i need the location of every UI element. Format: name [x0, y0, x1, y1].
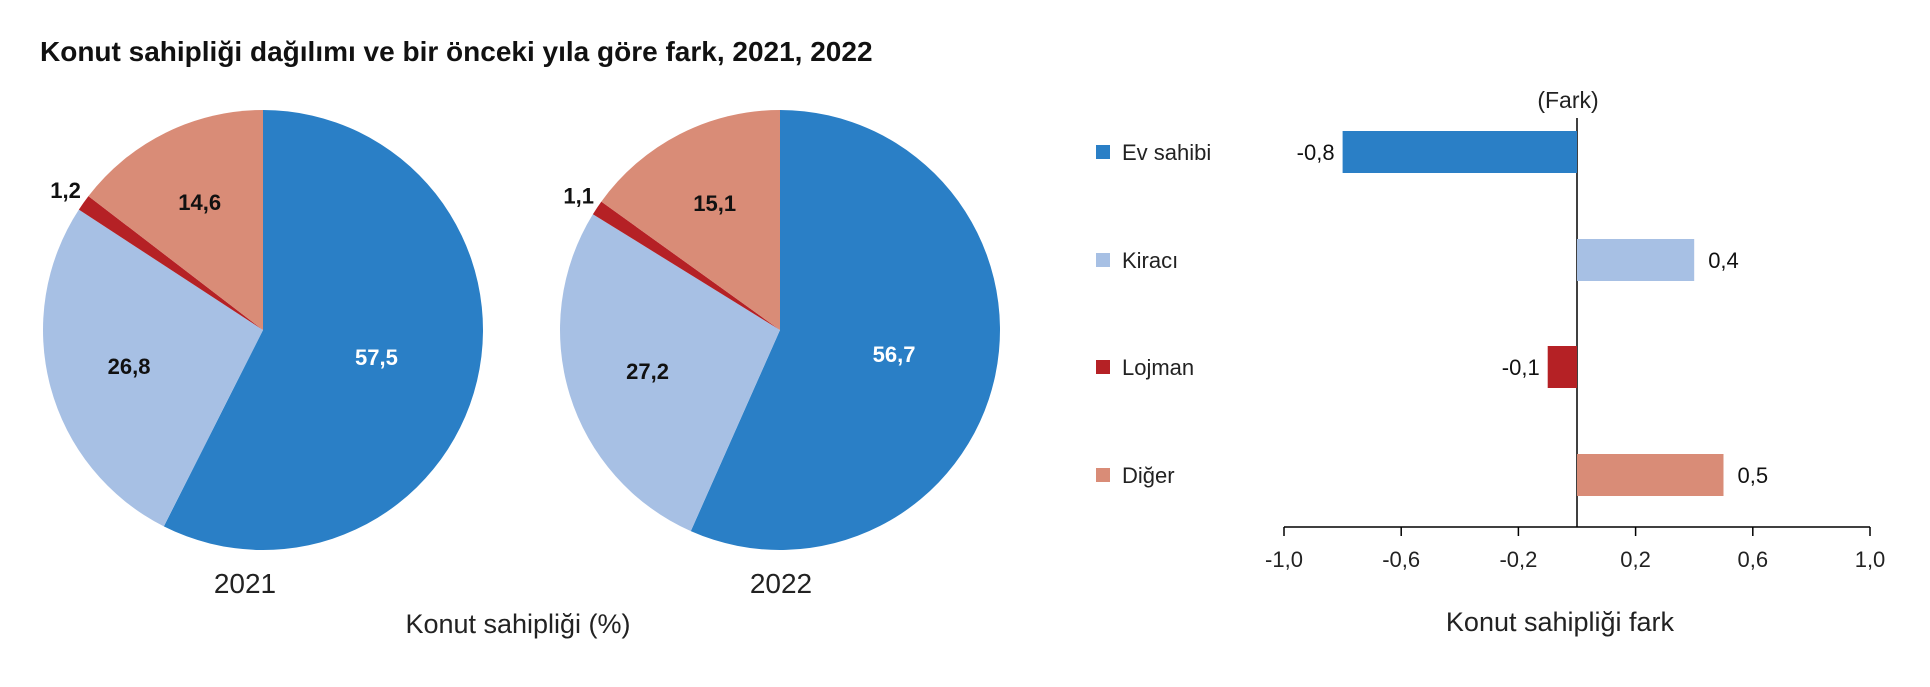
- bar-chart-legend: Ev sahibi Kiracı Lojman Diğer: [1096, 140, 1211, 488]
- pie-2021-label-kiraci: 26,8: [108, 354, 151, 379]
- legend-swatch-kiraci: [1096, 253, 1110, 267]
- pie-chart-2022: 56,7 27,2 1,1 15,1: [560, 110, 1000, 550]
- bar-value-label-lojman: -0,1: [1502, 355, 1540, 380]
- pie-2021-slice-lojman: [78, 196, 263, 330]
- bar-x-tick-label: 0,2: [1620, 547, 1651, 572]
- pie-2022-slice-lojman: [592, 201, 780, 330]
- pie-2022-slice-ev-sahibi: [690, 110, 1000, 550]
- bar-x-tick-label: -1,0: [1265, 547, 1303, 572]
- pie-2022-label-kiraci: 27,2: [626, 359, 669, 384]
- bar-value-label-ev-sahibi: -0,8: [1297, 140, 1335, 165]
- pie-axis-label: Konut sahipliği (%): [405, 609, 630, 639]
- pie-2021-year-label: 2021: [214, 568, 276, 599]
- bar-lojman: [1547, 346, 1577, 388]
- bar-ev-sahibi: [1342, 131, 1577, 173]
- chart-title: Konut sahipliği dağılımı ve bir önceki y…: [40, 36, 873, 67]
- pie-2021-slice-kiraci: [42, 209, 264, 527]
- pie-2021-slice-ev-sahibi: [163, 110, 484, 551]
- pie-2022-label-diger: 15,1: [693, 191, 736, 216]
- pie-2022-year-label: 2022: [750, 568, 812, 599]
- legend-label-ev-sahibi: Ev sahibi: [1122, 140, 1211, 165]
- pie-2022-slice-kiraci: [560, 214, 780, 532]
- pie-2022-label-ev-sahibi: 56,7: [873, 342, 916, 367]
- bar-x-tick-label: 1,0: [1855, 547, 1886, 572]
- legend-label-kiraci: Kiracı: [1122, 248, 1178, 273]
- legend-swatch-diger: [1096, 468, 1110, 482]
- bar-value-label-diger: 0,5: [1738, 463, 1769, 488]
- pie-2021-label-diger: 14,6: [178, 190, 221, 215]
- pie-2022-label-lojman: 1,1: [563, 184, 594, 209]
- bar-value-label-kiraci: 0,4: [1708, 248, 1739, 273]
- bar-axis-label: Konut sahipliği fark: [1446, 607, 1675, 637]
- pie-2021-label-lojman: 1,2: [50, 178, 81, 203]
- legend-swatch-lojman: [1096, 360, 1110, 374]
- bar-x-tick-label: -0,2: [1499, 547, 1537, 572]
- bar-diger: [1577, 454, 1724, 496]
- bar-kiraci: [1577, 239, 1695, 281]
- pie-chart-2021: 57,5 26,8 1,2 14,6: [42, 110, 484, 551]
- pie-2022-slice-diger: [601, 110, 780, 330]
- bar-x-tick-label: 0,6: [1738, 547, 1769, 572]
- bar-chart: -1,0 -0,6 -0,2 0,2 0,6 1,0 -0,8 0,4 -0,1 0,5: [1265, 118, 1885, 572]
- pie-2021-slice-diger: [88, 110, 263, 330]
- legend-swatch-ev-sahibi: [1096, 145, 1110, 159]
- legend-label-lojman: Lojman: [1122, 355, 1194, 380]
- bar-x-tick-label: -0,6: [1382, 547, 1420, 572]
- pie-2021-label-ev-sahibi: 57,5: [355, 345, 398, 370]
- legend-label-diger: Diğer: [1122, 463, 1175, 488]
- bar-axis-note: (Fark): [1537, 87, 1598, 113]
